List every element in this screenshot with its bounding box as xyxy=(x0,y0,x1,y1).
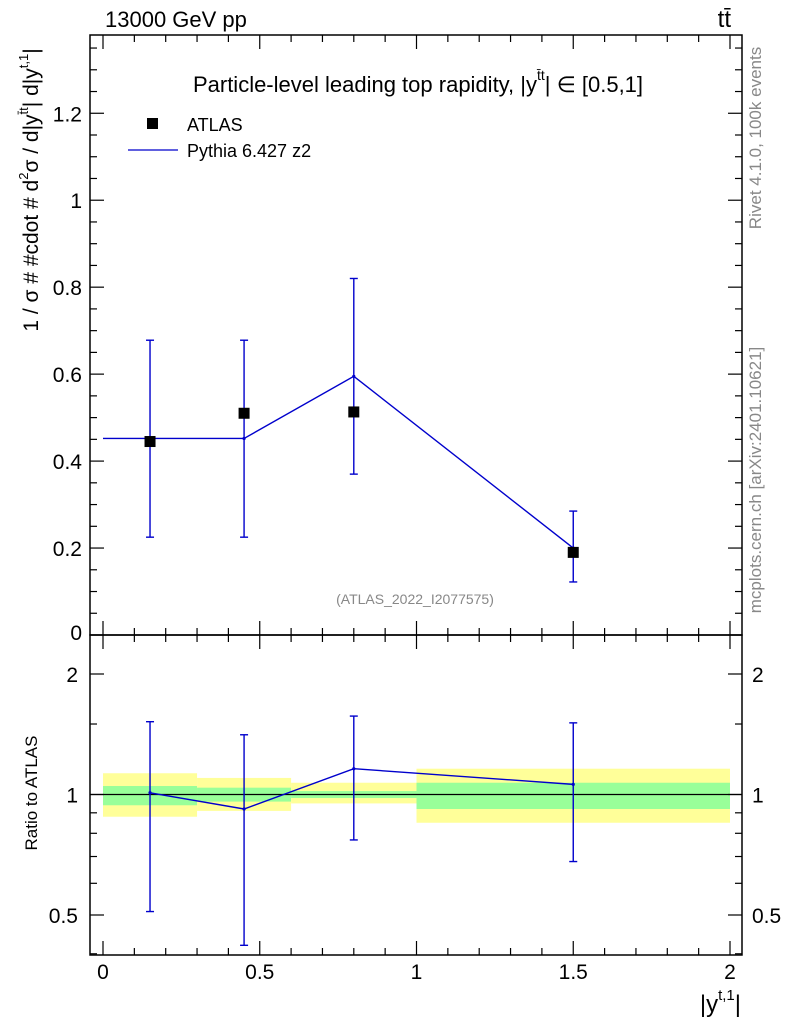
pythia-point xyxy=(242,436,246,441)
ratio-y-tick-label-left: 0.5 xyxy=(49,905,78,928)
ratio-y-tick-label-left: 1 xyxy=(66,785,78,808)
legend-atlas-marker xyxy=(147,118,158,129)
mcplots-note: mcplots.cern.ch [arXiv:2401.10621] xyxy=(746,347,765,613)
ratio-y-axis-label: Ratio to ATLAS xyxy=(22,736,41,851)
ratio-point xyxy=(148,791,152,795)
atlas-data-point xyxy=(144,436,156,448)
x-tick-label: 1.5 xyxy=(559,961,588,984)
main-y-tick-label: 0.8 xyxy=(53,277,82,300)
atlas-data-point xyxy=(567,546,579,558)
main-y-tick-label: 1 xyxy=(70,190,82,213)
ratio-x-ticks: 0 0.5 1 1.5 2 xyxy=(97,635,736,984)
pythia-line xyxy=(103,375,574,549)
x-tick-label: 0.5 xyxy=(245,961,274,984)
x-tick-label: 2 xyxy=(724,961,736,984)
main-y-tick-label: 0.6 xyxy=(53,364,82,387)
ratio-point xyxy=(242,807,246,811)
ratio-data-layer xyxy=(146,715,578,947)
ratio-y-tick-label-right: 2 xyxy=(752,664,764,687)
ratio-y-tick-label-right: 0.5 xyxy=(752,905,781,928)
legend-atlas-label: ATLAS xyxy=(187,115,243,135)
ratio-y-tick-label-left: 2 xyxy=(66,664,78,687)
analysis-id: (ATLAS_2022_I2077575) xyxy=(336,591,494,607)
ratio-y-ticks: 0.5 0.5 1 1 2 2 xyxy=(49,664,781,955)
main-panel: 0 0.2 0.4 0.6 0.8 1 1.2 Particle-level leading… xyxy=(16,34,743,645)
ratio-y-tick-label-right: 1 xyxy=(752,785,764,808)
ratio-panel: 0 0.5 1 1.5 2 0.5 0.5 1 1 2 2 Ratio to ATLAS |yt,… xyxy=(22,634,781,1018)
ratio-line xyxy=(149,767,574,810)
main-y-tick-label: 0 xyxy=(70,622,82,645)
legend: ATLAS Pythia 6.427 z2 xyxy=(128,115,311,161)
process-label: tt̄ xyxy=(718,6,732,33)
atlas-data-point xyxy=(238,407,250,419)
main-y-axis-label: 1 / σ # #cdot # d2σ / d|yt̄t| d|yt,1| xyxy=(16,48,43,331)
main-y-ticks: 0 0.2 0.4 0.6 0.8 1 1.2 xyxy=(53,47,742,645)
main-y-tick-label: 1.2 xyxy=(53,103,82,126)
chart-title: Particle-level leading top rapidity, |yt… xyxy=(193,67,643,97)
ratio-point xyxy=(352,767,356,771)
x-axis-label: |yt,1| xyxy=(700,987,741,1018)
pythia-point xyxy=(352,374,356,378)
rivet-version-note: Rivet 4.1.0, 100k events xyxy=(746,47,765,229)
x-tick-label: 0 xyxy=(97,961,109,984)
ratio-uncertainty-bands xyxy=(90,768,742,823)
main-y-tick-label: 0.4 xyxy=(53,451,83,474)
main-y-tick-label: 0.2 xyxy=(53,538,82,561)
atlas-data-point xyxy=(348,406,360,418)
energy-label: 13000 GeV pp xyxy=(105,7,247,32)
ratio-point xyxy=(571,782,575,786)
legend-pythia-label: Pythia 6.427 z2 xyxy=(187,141,311,161)
main-x-ticks xyxy=(102,35,731,635)
x-tick-label: 1 xyxy=(411,961,423,984)
main-data-layer xyxy=(103,277,579,583)
